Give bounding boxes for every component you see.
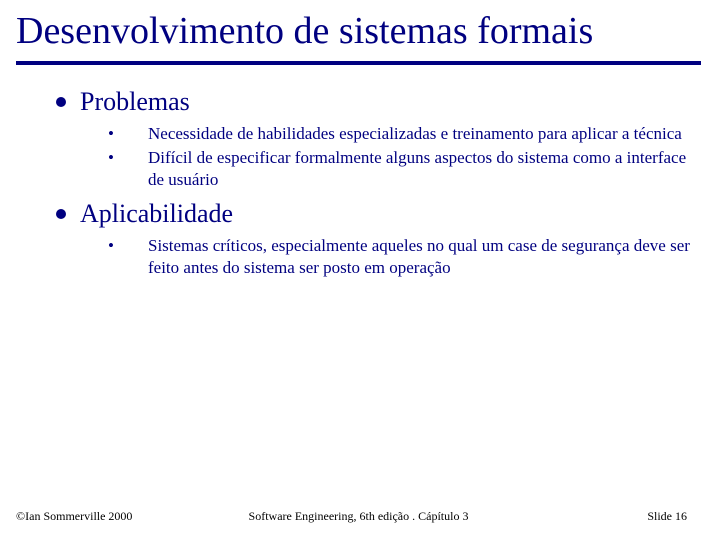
section-header: Problemas	[56, 87, 701, 117]
list-item: • Difícil de especificar formalmente alg…	[108, 147, 701, 191]
content-area: Problemas • Necessidade de habilidades e…	[16, 87, 701, 538]
list-item: • Sistemas críticos, especialmente aquel…	[108, 235, 701, 279]
section-aplicabilidade: Aplicabilidade • Sistemas críticos, espe…	[56, 199, 701, 279]
sub-bullet-icon: •	[108, 235, 118, 279]
footer: ©Ian Sommerville 2000 Software Engineeri…	[0, 509, 717, 524]
slide-title: Desenvolvimento de sistemas formais	[16, 10, 701, 53]
list-item-text: Difícil de especificar formalmente algun…	[148, 147, 701, 191]
section-heading: Problemas	[80, 87, 190, 117]
sub-bullet-icon: •	[108, 147, 118, 191]
list-item-text: Sistemas críticos, especialmente aqueles…	[148, 235, 701, 279]
footer-reference: Software Engineering, 6th edição . Cápít…	[249, 509, 469, 524]
footer-slide-number: Slide 16	[647, 509, 687, 524]
section-header: Aplicabilidade	[56, 199, 701, 229]
sub-list: • Necessidade de habilidades especializa…	[56, 123, 701, 191]
sub-bullet-icon: •	[108, 123, 118, 145]
list-item-text: Necessidade de habilidades especializada…	[148, 123, 692, 145]
title-rule	[16, 61, 701, 65]
bullet-icon	[56, 209, 66, 219]
footer-copyright: ©Ian Sommerville 2000	[16, 509, 132, 524]
slide: Desenvolvimento de sistemas formais Prob…	[0, 0, 717, 538]
list-item: • Necessidade de habilidades especializa…	[108, 123, 701, 145]
section-heading: Aplicabilidade	[80, 199, 233, 229]
bullet-icon	[56, 97, 66, 107]
sub-list: • Sistemas críticos, especialmente aquel…	[56, 235, 701, 279]
section-problemas: Problemas • Necessidade de habilidades e…	[56, 87, 701, 191]
